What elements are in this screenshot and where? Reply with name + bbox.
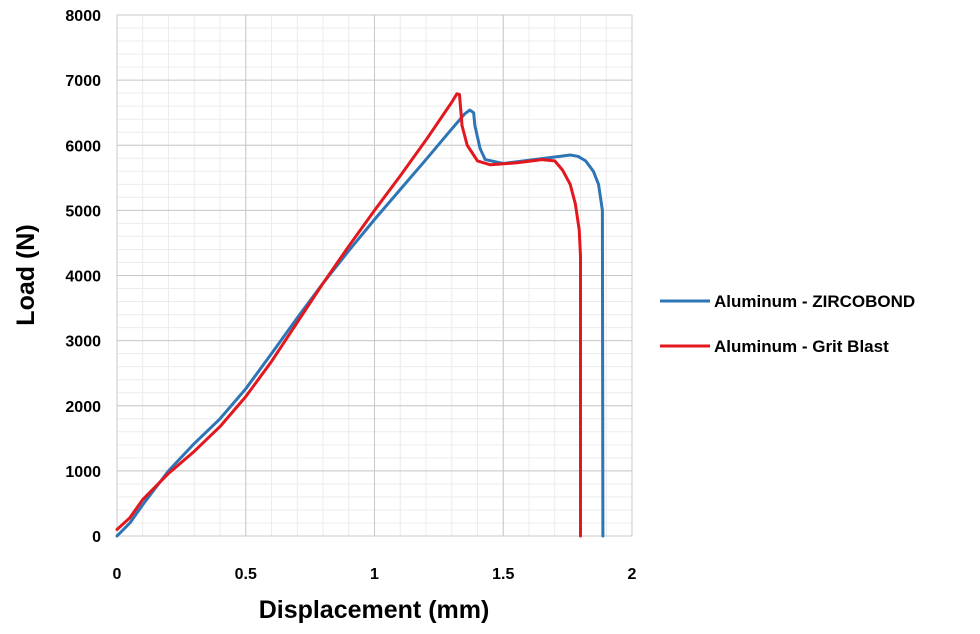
y-tick-labels: 0 1000 2000 3000 4000 5000 6000 7000 8000 [65, 8, 101, 546]
legend-label-zircobond: Aluminum - ZIRCOBOND [714, 292, 915, 311]
series-line-zircobond [115, 108, 605, 538]
series-line-grit-blast [115, 92, 582, 538]
legend: Aluminum - ZIRCOBOND Aluminum - Grit Bla… [660, 292, 915, 356]
y-tick-label: 0 [92, 529, 101, 546]
y-axis-title: Load (N) [12, 224, 40, 325]
y-tick-label: 3000 [65, 334, 101, 351]
x-tick-label: 0.5 [235, 566, 257, 583]
x-tick-labels: 0 0.5 1 1.5 2 [113, 566, 637, 583]
legend-label-grit-blast: Aluminum - Grit Blast [714, 337, 889, 356]
x-tick-label: 1.5 [492, 566, 514, 583]
x-tick-label: 2 [628, 566, 637, 583]
y-tick-label: 5000 [65, 203, 101, 220]
y-tick-label: 2000 [65, 399, 101, 416]
y-tick-label: 7000 [65, 73, 101, 90]
x-tick-label: 1 [370, 566, 379, 583]
x-axis-title: Displacement (mm) [259, 596, 490, 624]
y-tick-label: 1000 [65, 464, 101, 481]
x-tick-label: 0 [113, 566, 122, 583]
y-tick-label: 4000 [65, 269, 101, 286]
y-tick-label: 6000 [65, 138, 101, 155]
y-tick-label: 8000 [65, 8, 101, 25]
series-layer [115, 92, 605, 538]
